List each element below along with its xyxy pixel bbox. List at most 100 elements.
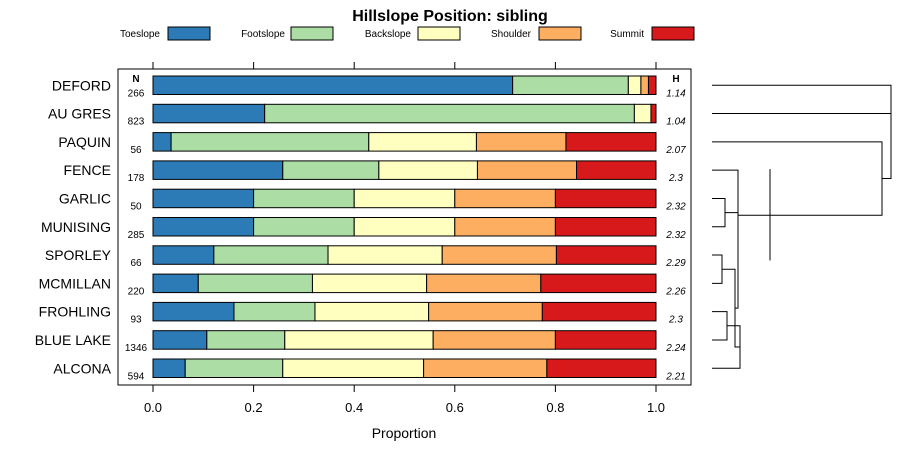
bar-rows: DEFORD 266 1.14 AU GRES 823 1.04 PAQUIN 56 2.07 F…	[35, 75, 686, 382]
legend-swatch-shoulder	[538, 26, 582, 41]
bar-segment-toeslope	[152, 188, 255, 209]
legend-label-summit: Summit	[610, 29, 644, 40]
series-label: FENCE	[64, 162, 111, 178]
h-value: 2.32	[665, 201, 686, 212]
n-value: 178	[128, 173, 145, 184]
n-value: 93	[130, 315, 142, 326]
dendro-branch	[725, 212, 739, 309]
legend-label-footslope: Footslope	[241, 29, 285, 40]
bar-segment-toeslope	[152, 330, 208, 350]
bar-segment-shoulder	[454, 217, 556, 237]
legend-label-toeslope: Toeslope	[120, 29, 160, 40]
bar-segment-shoulder	[476, 160, 578, 180]
h-value: 2.3	[668, 315, 683, 326]
bar-segment-summit	[565, 132, 657, 152]
dendro-branch	[712, 169, 739, 261]
bar-segment-summit	[650, 103, 657, 124]
bar-segment-footslope	[184, 358, 284, 378]
bar-segment-backslope	[368, 132, 477, 152]
bar-segment-backslope	[353, 188, 456, 209]
legend-label-shoulder: Shoulder	[491, 29, 532, 40]
row-fence: FENCE 178 2.3	[64, 160, 683, 184]
x-tick-label: 0.0	[144, 400, 162, 415]
bar-segment-summit	[554, 188, 657, 209]
bar-segment-backslope	[627, 75, 642, 95]
bar-segment-backslope	[378, 160, 478, 180]
series-label: PAQUIN	[58, 134, 111, 150]
bar-segment-footslope	[213, 245, 329, 265]
x-tick-label: 0.6	[446, 400, 464, 415]
dendro-branch	[712, 254, 723, 284]
bar-segment-shoulder	[475, 132, 567, 152]
dendro-branch	[882, 99, 892, 180]
bar-segment-summit	[647, 75, 657, 95]
bar-segment-toeslope	[152, 301, 235, 322]
bar-segment-backslope	[327, 245, 443, 265]
series-label: FROHLING	[39, 304, 111, 320]
row-mcmillan: MCMILLAN 220 2.26	[39, 273, 686, 297]
bar-segment-footslope	[282, 160, 380, 180]
n-value: 1346	[125, 343, 148, 354]
row-paquin: PAQUIN 56 2.07	[58, 132, 686, 156]
bar-segment-toeslope	[152, 160, 284, 180]
dendro-branch	[712, 197, 726, 228]
legend: Toeslope Footslope Backslope Shoulder Summit	[120, 26, 695, 41]
n-value: 823	[128, 117, 145, 128]
x-tick-label: 0.8	[546, 400, 564, 415]
bar-segment-footslope	[512, 75, 629, 95]
bar-segment-backslope	[282, 358, 425, 378]
bar-segment-toeslope	[152, 132, 172, 152]
series-label: MUNISING	[41, 219, 111, 235]
legend-swatch-backslope	[417, 26, 461, 41]
bar-segment-toeslope	[152, 358, 186, 378]
bar-segment-toeslope	[152, 217, 255, 237]
legend-swatch-summit	[651, 26, 695, 41]
h-value: 2.26	[665, 286, 686, 297]
bar-segment-summit	[541, 301, 657, 322]
row-blue-lake: BLUE LAKE 1346 2.24	[35, 330, 686, 354]
bar-segment-summit	[540, 273, 657, 294]
row-alcona: ALCONA 594 2.21	[53, 358, 686, 382]
bar-segment-footslope	[264, 103, 635, 124]
x-tick-label: 0.4	[345, 400, 363, 415]
bar-segment-summit	[555, 245, 657, 265]
bar-segment-backslope	[633, 103, 652, 124]
legend-swatch-footslope	[290, 26, 334, 41]
series-label: SPORLEY	[45, 247, 112, 263]
bar-segment-footslope	[253, 188, 355, 209]
bar-segment-shoulder	[428, 301, 543, 322]
n-value: 66	[130, 258, 142, 269]
dendro-branch	[712, 311, 728, 341]
dendro-branch	[712, 84, 892, 115]
bar-segment-toeslope	[152, 245, 215, 265]
series-label: MCMILLAN	[39, 275, 111, 291]
n-value: 50	[130, 201, 142, 212]
row-garlic: GARLIC 50 2.32	[59, 188, 686, 212]
h-value: 2.24	[665, 343, 686, 354]
x-tick-label: 1.0	[647, 400, 665, 415]
bar-segment-shoulder	[426, 273, 542, 294]
bar-segment-backslope	[314, 301, 430, 322]
bar-segment-shoulder	[432, 330, 556, 350]
series-label: ALCONA	[53, 360, 111, 376]
dendrogram	[712, 84, 892, 369]
n-column-header: N	[132, 74, 139, 85]
bar-segment-summit	[576, 160, 657, 180]
bar-segment-summit	[554, 217, 657, 237]
bar-segment-shoulder	[441, 245, 557, 265]
bar-segment-toeslope	[152, 273, 199, 294]
row-au-gres: AU GRES 823 1.04	[48, 103, 686, 128]
plot-frame	[117, 68, 692, 386]
x-tick-label: 0.2	[245, 400, 263, 415]
x-axis-title: Proportion	[372, 425, 437, 441]
bar-segment-toeslope	[152, 75, 514, 95]
bar-segment-footslope	[170, 132, 370, 152]
bar-segment-backslope	[284, 330, 434, 350]
h-column-header: H	[672, 74, 679, 85]
h-value: 2.21	[665, 371, 685, 382]
h-value: 1.04	[666, 117, 686, 128]
series-label: BLUE LAKE	[35, 332, 111, 348]
x-axis: 0.0 0.2 0.4 0.6 0.8 1.0	[144, 62, 665, 415]
n-value: 266	[128, 88, 145, 99]
